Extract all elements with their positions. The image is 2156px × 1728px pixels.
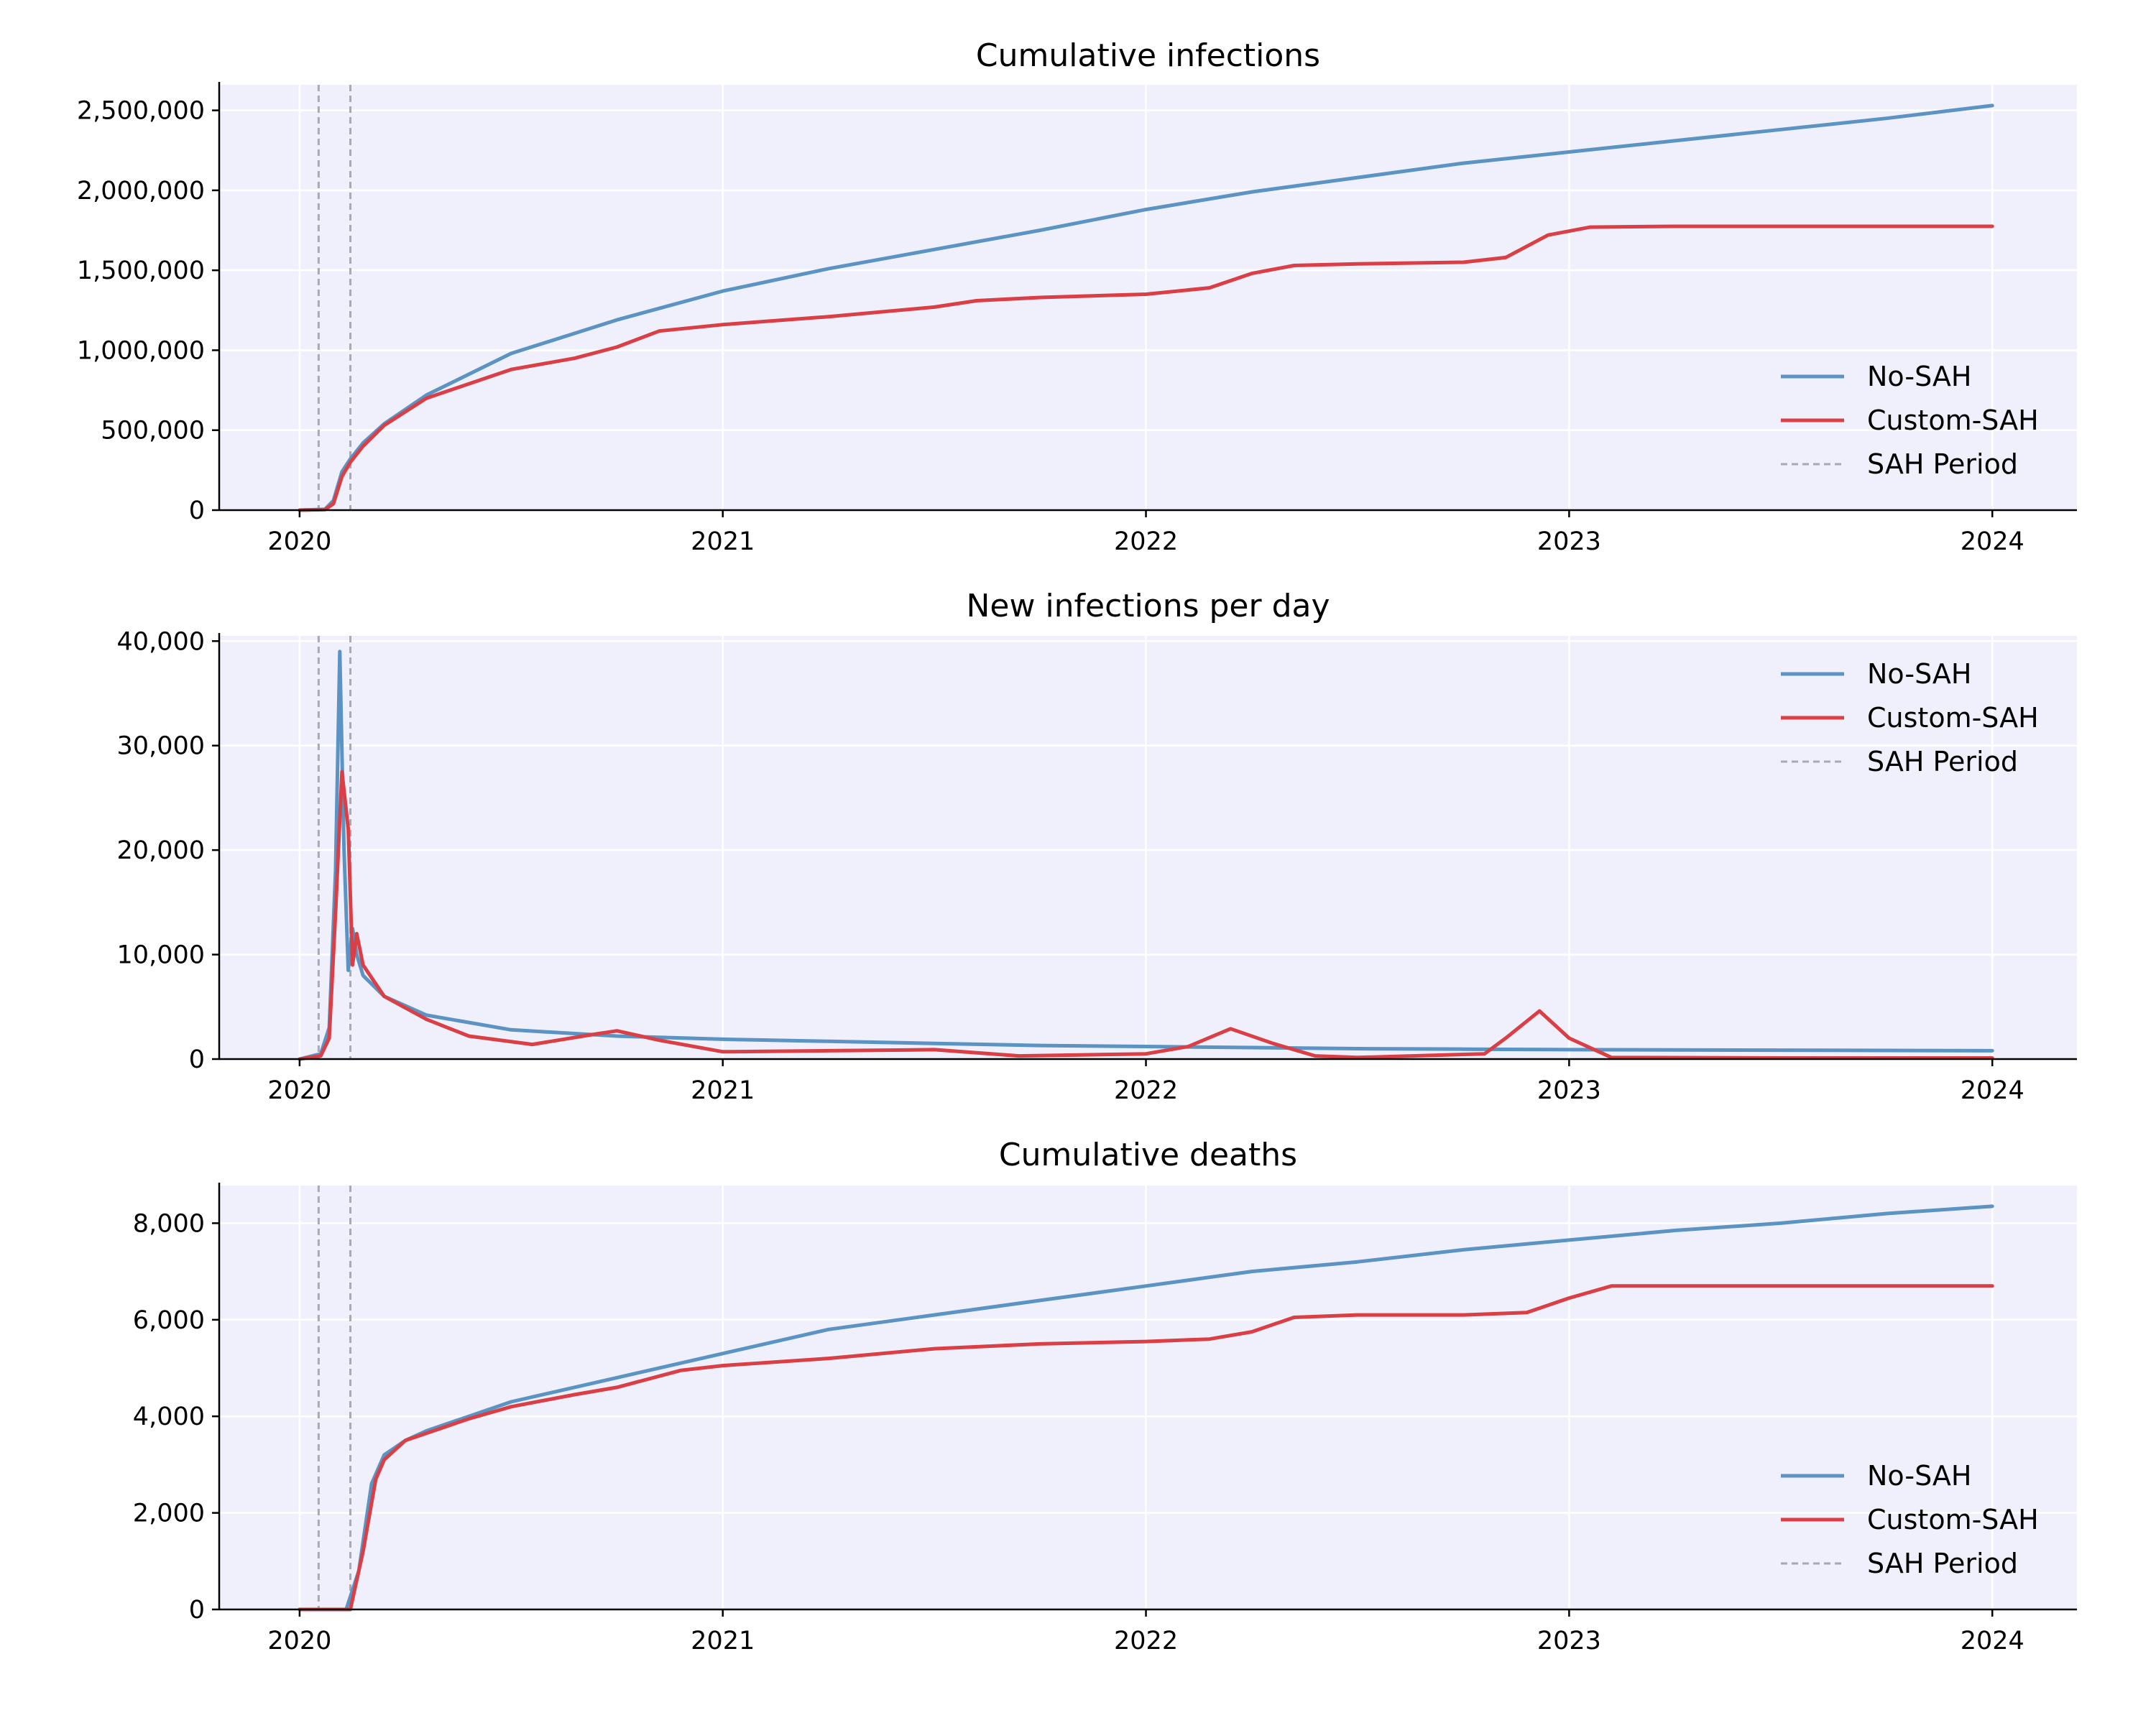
x-tick-label: 2022: [1114, 1627, 1178, 1655]
y-tick-label: 500,000: [101, 417, 205, 445]
legend: No-SAH Custom-SAH SAH Period: [1781, 1460, 2039, 1579]
y-tick-label: 0: [189, 1045, 205, 1074]
y-tick-label: 6,000: [133, 1306, 205, 1335]
y-tick-label: 40,000: [117, 627, 205, 656]
x-tick-label: 2022: [1114, 527, 1178, 556]
series-line-no-sah: [298, 103, 1994, 512]
y-tick-label: 2,500,000: [77, 97, 205, 126]
legend-label: SAH Period: [1867, 1548, 2018, 1579]
y-tick-label: 2,000: [133, 1500, 205, 1528]
legend: No-SAH Custom-SAH SAH Period: [1781, 361, 2039, 480]
y-tick-label: 2,000,000: [77, 177, 205, 205]
x-tick-label: 2024: [1961, 1076, 2024, 1105]
legend-label: Custom-SAH: [1867, 1504, 2039, 1535]
legend-label: SAH Period: [1867, 448, 2018, 480]
series-line-no-sah: [298, 650, 1994, 1061]
x-tick-label: 2023: [1537, 527, 1601, 556]
y-tick-label: 0: [189, 496, 205, 525]
chart-title: New infections per day: [966, 588, 1330, 624]
y-tick-label: 30,000: [117, 732, 205, 761]
y-tick-label: 8,000: [133, 1209, 205, 1238]
chart-panel-2: 0 10,000 20,000 30,000 40,000 2020 2021 2022 202…: [117, 588, 2077, 1105]
legend-label: No-SAH: [1867, 1460, 1972, 1492]
x-tick-label: 2021: [691, 527, 755, 556]
y-tick-label: 0: [189, 1596, 205, 1625]
plot-area: [219, 636, 2077, 1059]
series-line-no-sah: [298, 1204, 1994, 1612]
series-line-custom-sah: [298, 1284, 1994, 1612]
x-tick-label: 2024: [1961, 527, 2024, 556]
x-tick-label: 2022: [1114, 1076, 1178, 1105]
chart-panel-3: 0 2,000 4,000 6,000 8,000 2020 2021 2022 2023 202…: [133, 1137, 2077, 1655]
legend-label: Custom-SAH: [1867, 405, 2039, 436]
chart-title: Cumulative deaths: [999, 1137, 1297, 1173]
y-tick-label: 20,000: [117, 836, 205, 865]
legend-label: Custom-SAH: [1867, 702, 2039, 734]
legend-label: No-SAH: [1867, 361, 1972, 392]
x-tick-label: 2024: [1961, 1627, 2024, 1655]
series-line-custom-sah: [298, 770, 1994, 1061]
series-line-custom-sah: [298, 224, 1994, 512]
x-tick-label: 2020: [267, 1076, 331, 1105]
y-tick-label: 10,000: [117, 941, 205, 970]
y-tick-label: 1,000,000: [77, 336, 205, 365]
y-tick-label: 1,500,000: [77, 257, 205, 285]
x-tick-label: 2020: [267, 1627, 331, 1655]
x-tick-label: 2021: [691, 1076, 755, 1105]
x-tick-label: 2023: [1537, 1627, 1601, 1655]
chart-panel-1: 0 500,000 1,000,000 1,500,000 2,000,000 2,500…: [77, 37, 2077, 556]
x-tick-label: 2021: [691, 1627, 755, 1655]
y-tick-label: 4,000: [133, 1403, 205, 1431]
chart-title: Cumulative infections: [976, 37, 1320, 74]
legend-label: No-SAH: [1867, 658, 1972, 690]
plot-area: [219, 1186, 2077, 1609]
x-tick-label: 2020: [267, 527, 331, 556]
legend: No-SAH Custom-SAH SAH Period: [1781, 658, 2039, 777]
plot-area: [219, 85, 2077, 510]
legend-label: SAH Period: [1867, 746, 2018, 777]
x-tick-label: 2023: [1537, 1076, 1601, 1105]
